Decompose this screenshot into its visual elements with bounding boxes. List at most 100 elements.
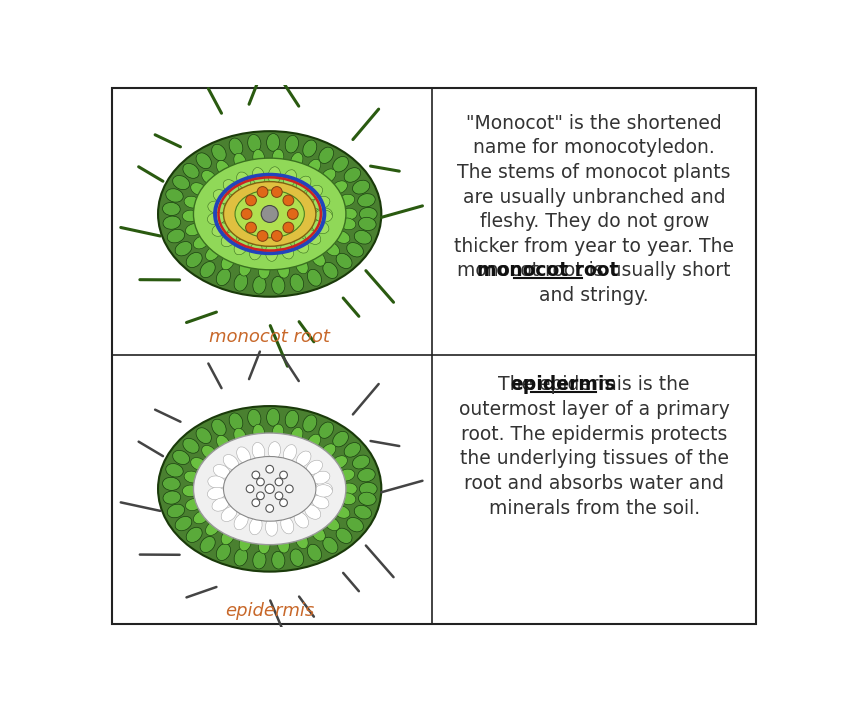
Ellipse shape [234, 153, 246, 169]
Ellipse shape [247, 135, 261, 152]
Ellipse shape [200, 262, 215, 278]
Ellipse shape [217, 161, 230, 176]
Ellipse shape [175, 242, 192, 256]
Ellipse shape [221, 529, 234, 545]
Ellipse shape [296, 258, 308, 274]
Text: epidermis: epidermis [225, 601, 314, 620]
Ellipse shape [163, 216, 180, 229]
Ellipse shape [294, 237, 308, 253]
Ellipse shape [221, 507, 237, 522]
Ellipse shape [315, 483, 333, 495]
Ellipse shape [341, 208, 357, 220]
Ellipse shape [236, 172, 251, 189]
Ellipse shape [272, 551, 285, 569]
Circle shape [275, 492, 283, 500]
Ellipse shape [333, 431, 348, 447]
Text: fleshy. They do not grow: fleshy. They do not grow [479, 212, 709, 231]
Ellipse shape [234, 548, 247, 566]
Ellipse shape [221, 255, 234, 270]
Text: and stringy.: and stringy. [540, 286, 649, 305]
Ellipse shape [182, 485, 198, 496]
Ellipse shape [224, 455, 239, 470]
Ellipse shape [208, 487, 225, 500]
Ellipse shape [184, 196, 200, 208]
Text: monocot root is usually short: monocot root is usually short [457, 262, 731, 281]
Ellipse shape [296, 533, 308, 548]
Ellipse shape [322, 444, 335, 458]
Ellipse shape [291, 152, 303, 168]
Ellipse shape [307, 544, 322, 561]
Ellipse shape [213, 190, 230, 203]
Text: are usually unbranched and: are usually unbranched and [463, 188, 726, 207]
Text: minerals from the soil.: minerals from the soil. [489, 498, 700, 517]
Ellipse shape [186, 527, 202, 542]
Ellipse shape [252, 443, 265, 460]
Ellipse shape [272, 149, 284, 166]
Ellipse shape [191, 458, 206, 470]
Ellipse shape [312, 496, 329, 508]
Ellipse shape [212, 145, 226, 161]
Ellipse shape [252, 424, 264, 441]
Circle shape [241, 209, 252, 219]
Ellipse shape [249, 517, 262, 534]
Ellipse shape [212, 223, 229, 236]
Ellipse shape [158, 131, 381, 297]
Ellipse shape [193, 511, 208, 524]
Ellipse shape [305, 230, 321, 245]
Circle shape [283, 222, 294, 233]
Ellipse shape [296, 176, 311, 192]
Ellipse shape [278, 537, 290, 553]
Ellipse shape [272, 276, 285, 294]
Ellipse shape [221, 232, 237, 247]
Circle shape [266, 465, 274, 473]
Ellipse shape [323, 262, 338, 278]
Ellipse shape [252, 168, 265, 185]
Circle shape [283, 195, 294, 206]
Ellipse shape [166, 464, 183, 477]
Ellipse shape [184, 471, 200, 483]
Ellipse shape [230, 138, 243, 155]
Ellipse shape [333, 157, 348, 172]
Ellipse shape [186, 252, 202, 268]
Ellipse shape [357, 194, 375, 207]
Circle shape [285, 485, 293, 493]
Circle shape [246, 222, 257, 233]
Ellipse shape [163, 491, 180, 504]
Ellipse shape [185, 498, 202, 510]
Text: outermost layer of a primary: outermost layer of a primary [459, 400, 729, 419]
Ellipse shape [163, 202, 180, 216]
Text: root. The epidermis protects: root. The epidermis protects [461, 424, 728, 443]
Ellipse shape [173, 176, 190, 190]
Ellipse shape [332, 455, 347, 468]
Ellipse shape [335, 505, 350, 518]
Ellipse shape [280, 517, 294, 534]
Ellipse shape [312, 221, 329, 233]
Ellipse shape [336, 253, 352, 269]
Ellipse shape [183, 439, 199, 453]
Ellipse shape [182, 210, 198, 222]
Ellipse shape [168, 229, 185, 243]
Ellipse shape [193, 158, 346, 270]
Ellipse shape [313, 471, 329, 484]
Ellipse shape [357, 469, 375, 482]
Ellipse shape [272, 424, 284, 440]
Ellipse shape [196, 153, 212, 168]
Ellipse shape [358, 492, 376, 505]
Ellipse shape [325, 243, 340, 256]
Ellipse shape [234, 238, 248, 255]
Ellipse shape [283, 170, 296, 187]
Text: The stems of monocot plants: The stems of monocot plants [457, 163, 731, 182]
Ellipse shape [234, 274, 247, 291]
Text: "Monocot" is the shortened: "Monocot" is the shortened [467, 114, 722, 133]
Ellipse shape [312, 252, 325, 266]
Ellipse shape [354, 505, 372, 519]
Ellipse shape [224, 457, 316, 521]
Circle shape [257, 492, 264, 500]
Text: monocot root: monocot root [209, 328, 330, 346]
Ellipse shape [344, 443, 361, 457]
Circle shape [246, 485, 254, 493]
Ellipse shape [285, 135, 298, 153]
Ellipse shape [239, 535, 252, 551]
Ellipse shape [291, 427, 303, 443]
Circle shape [275, 478, 283, 486]
